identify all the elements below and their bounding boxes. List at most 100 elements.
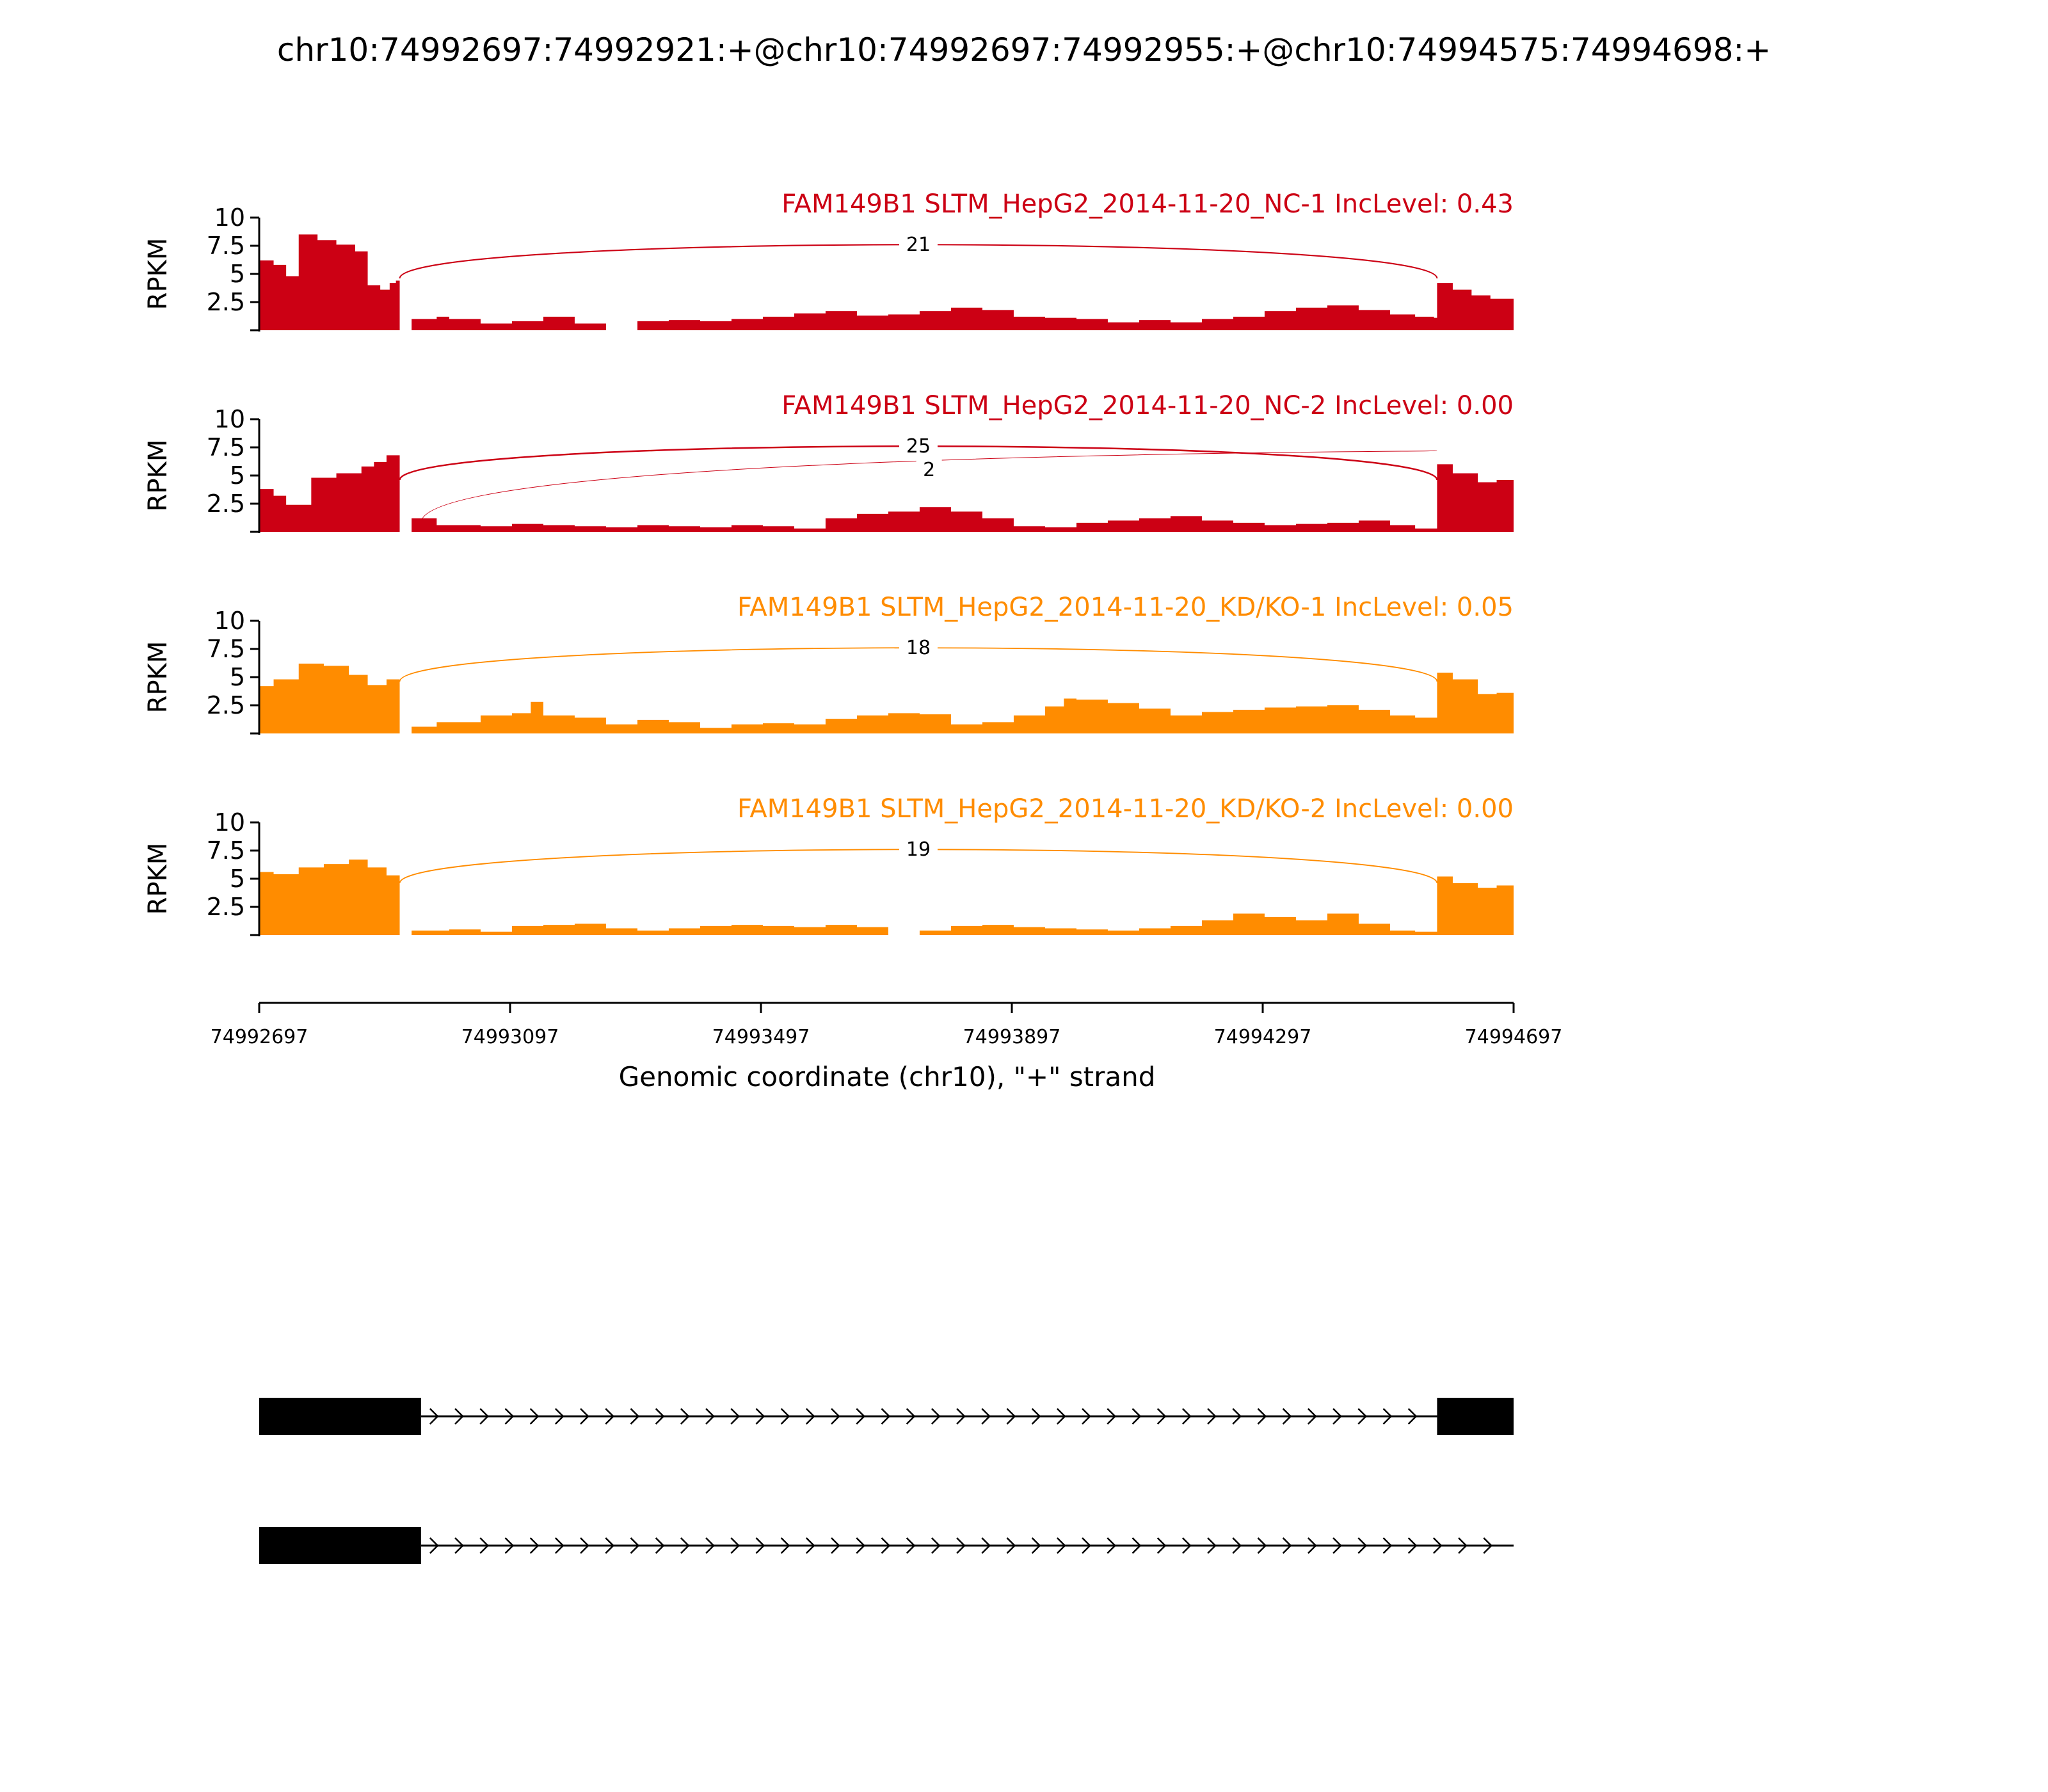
strand-arrow	[1257, 1537, 1267, 1554]
strand-arrow	[730, 1537, 740, 1554]
strand-arrow	[1332, 1408, 1342, 1425]
junction-count-box	[899, 838, 938, 859]
strand-arrow	[1282, 1537, 1292, 1554]
x-tick-label: 74993497	[712, 1026, 810, 1048]
strand-arrow	[554, 1537, 564, 1554]
strand-arrow	[1082, 1537, 1091, 1554]
y-tick-label: 5	[230, 461, 245, 490]
strand-arrow	[755, 1408, 765, 1425]
coverage-track: 2.557.510 RPKM 252 FAM149B1 SLTM_HepG2_2014…	[143, 391, 1514, 533]
strand-arrow	[655, 1537, 665, 1554]
transcript-model	[259, 1527, 1514, 1564]
strand-arrow	[931, 1408, 941, 1425]
strand-arrow	[755, 1537, 765, 1554]
y-tick-label: 7.5	[207, 635, 245, 663]
y-axis-label: RPKM	[143, 641, 173, 714]
strand-arrow	[605, 1537, 615, 1554]
coverage-area	[259, 455, 1514, 532]
strand-arrow	[981, 1408, 991, 1425]
strand-arrow	[956, 1537, 966, 1554]
strand-arrow	[1132, 1537, 1142, 1554]
junction-count-label: 2	[923, 459, 935, 481]
strand-arrow	[1257, 1408, 1267, 1425]
strand-arrow	[655, 1408, 665, 1425]
strand-arrow	[1307, 1408, 1317, 1425]
strand-arrow	[479, 1537, 490, 1554]
y-tick-label: 2.5	[207, 893, 245, 921]
junction-count-label: 21	[906, 234, 931, 256]
strand-arrow	[1082, 1408, 1091, 1425]
x-tick-label: 74993897	[963, 1026, 1061, 1048]
strand-arrow	[1207, 1408, 1217, 1425]
strand-arrow	[805, 1537, 815, 1554]
strand-arrow	[1432, 1537, 1443, 1554]
coverage-track: 2.557.510 RPKM 21 FAM149B1 SLTM_HepG2_2014-…	[143, 189, 1514, 332]
strand-arrow	[529, 1537, 540, 1554]
strand-arrow	[554, 1408, 564, 1425]
strand-arrow	[981, 1537, 991, 1554]
strand-arrow	[856, 1408, 866, 1425]
strand-arrow	[956, 1408, 966, 1425]
transcript-model	[259, 1398, 1514, 1435]
x-axis: 74992697 74993097 74993497 74993897 74994297…	[211, 1002, 1563, 1092]
strand-arrow	[1332, 1537, 1342, 1554]
strand-arrow	[1156, 1408, 1167, 1425]
junction-count-box	[899, 636, 938, 657]
x-tick-label: 74994697	[1465, 1026, 1563, 1048]
strand-arrow	[1031, 1408, 1041, 1425]
coverage-area	[259, 234, 1514, 330]
strand-arrow	[479, 1408, 490, 1425]
y-tick-label: 5	[230, 663, 245, 691]
strand-arrow	[856, 1537, 866, 1554]
strand-arrow	[680, 1537, 690, 1554]
strand-arrow	[805, 1408, 815, 1425]
coverage-area	[259, 663, 1514, 733]
exon-block	[1437, 1398, 1514, 1435]
figure-title: chr10:74992697:74992921:+@chr10:74992697…	[277, 31, 1771, 68]
strand-arrow	[1382, 1537, 1393, 1554]
strand-arrow	[1107, 1537, 1117, 1554]
strand-arrow	[931, 1537, 941, 1554]
junction-count-box	[916, 458, 942, 479]
y-tick-label: 5	[230, 260, 245, 288]
strand-arrow	[1382, 1408, 1393, 1425]
strand-arrow	[906, 1408, 916, 1425]
y-tick-label: 10	[214, 607, 245, 635]
strand-arrow	[680, 1408, 690, 1425]
strand-arrow	[705, 1537, 715, 1554]
strand-arrow	[1181, 1537, 1192, 1554]
strand-arrow	[705, 1408, 715, 1425]
strand-arrow	[906, 1537, 916, 1554]
strand-arrow	[429, 1537, 439, 1554]
y-tick-label: 2.5	[207, 490, 245, 518]
junction-count-label: 18	[906, 637, 931, 659]
strand-arrow	[605, 1408, 615, 1425]
strand-arrow	[580, 1537, 589, 1554]
junction-count-box	[899, 435, 938, 456]
junction-count-box	[899, 233, 938, 254]
strand-arrow	[780, 1408, 790, 1425]
track-title: FAM149B1 SLTM_HepG2_2014-11-20_NC-1 IncL…	[781, 189, 1514, 219]
coverage-track: 2.557.510 RPKM 18 FAM149B1 SLTM_HepG2_2014-…	[143, 593, 1514, 735]
strand-arrow	[1357, 1537, 1368, 1554]
strand-arrow	[1006, 1408, 1016, 1425]
y-axis-label: RPKM	[143, 440, 173, 512]
strand-arrow	[504, 1408, 515, 1425]
strand-arrow	[529, 1408, 540, 1425]
track-title: FAM149B1 SLTM_HepG2_2014-11-20_NC-2 IncL…	[781, 391, 1514, 420]
y-tick-label: 7.5	[207, 232, 245, 260]
y-tick-label: 10	[214, 405, 245, 433]
strand-arrow	[1407, 1408, 1418, 1425]
x-tick-label: 74993097	[461, 1026, 559, 1048]
strand-arrow	[881, 1408, 891, 1425]
strand-arrow	[831, 1537, 840, 1554]
track-title: FAM149B1 SLTM_HepG2_2014-11-20_KD/KO-1 I…	[737, 593, 1514, 622]
strand-arrow	[454, 1408, 464, 1425]
y-tick-label: 10	[214, 808, 245, 836]
x-axis-label: Genomic coordinate (chr10), "+" strand	[619, 1061, 1156, 1092]
coverage-area	[259, 860, 1514, 935]
strand-arrow	[1458, 1537, 1468, 1554]
strand-arrow	[1031, 1537, 1041, 1554]
strand-arrow	[1232, 1408, 1242, 1425]
